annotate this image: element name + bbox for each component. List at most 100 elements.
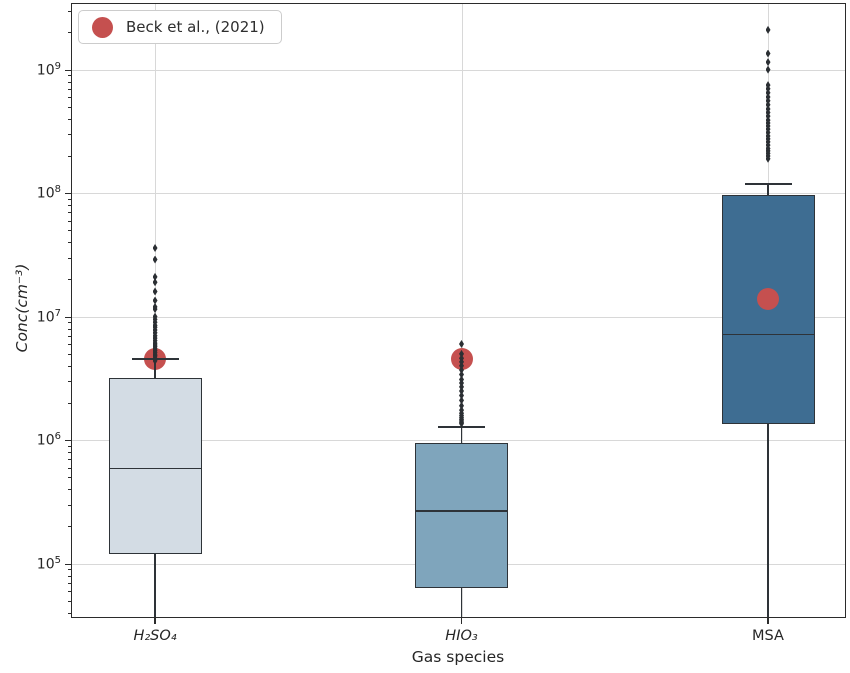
y-gridline [72,193,845,195]
y-minor-tick [68,381,72,383]
outlier-flier [459,401,464,410]
y-minor-tick [68,242,72,244]
median-line [721,333,815,336]
y-minor-tick [68,10,72,12]
y-minor-tick [68,322,72,324]
outlier-flier [459,391,464,400]
x-tick [460,618,463,624]
outlier-flier [152,287,158,296]
outlier-flier [152,305,158,314]
outlier-flier [459,370,464,379]
outlier-flier [765,49,771,58]
y-minor-tick [68,212,72,214]
legend-circle-marker-icon [92,16,113,38]
x-tick [767,618,769,624]
lower-whisker [767,424,769,617]
outlier-flier [459,387,464,395]
x-tick-label-3: MSA [752,628,784,644]
y-tick-label: 106 [36,430,61,449]
outlier-flier [152,255,158,264]
outlier-flier [765,88,771,97]
y-minor-tick [68,81,72,83]
y-minor-tick [68,504,72,506]
x-tick-label-2: HIO₃ [445,628,478,644]
median-line [108,467,202,470]
outlier-flier [765,65,771,74]
outlier-flier [459,361,464,370]
y-minor-tick [68,575,72,577]
y-minor-tick [68,526,72,528]
y-tick-label: 109 [36,60,61,79]
y-minor-tick [68,445,72,447]
y-minor-tick [68,32,72,34]
upper-whisker-cap [744,183,792,186]
x-axis-label: Gas species [411,648,505,666]
legend: Beck et al., (2021) [78,10,282,44]
y-major-tick [65,69,72,71]
y-minor-tick [68,365,72,367]
y-minor-tick [68,452,72,454]
median-line [415,510,508,513]
y-minor-tick [68,569,72,571]
y-minor-tick [68,155,72,157]
y-minor-tick [68,477,72,479]
outlier-flier [459,340,464,349]
y-gridline [72,440,845,442]
y-minor-tick [68,600,72,602]
y-minor-tick [68,489,72,491]
lower-whisker [154,553,156,617]
y-major-tick [65,440,72,442]
y-minor-tick [68,402,72,404]
y-minor-tick [68,220,72,222]
y-axis-label: Conc(cm⁻³) [13,263,31,353]
y-minor-tick [68,97,72,99]
outlier-flier [459,382,464,391]
box-1 [108,377,202,554]
y-minor-tick [68,582,72,584]
box-2 [415,442,508,589]
outlier-flier [459,396,464,405]
y-minor-tick [68,88,72,90]
y-minor-tick [68,467,72,469]
outlier-flier [152,356,158,365]
y-minor-tick [68,257,72,259]
y-minor-tick [68,344,72,346]
y-minor-tick [68,279,72,281]
y-minor-tick [68,353,72,355]
x-gridline [461,4,463,617]
legend-label: Beck et al., (2021) [126,18,265,36]
outlier-flier [459,349,464,358]
upper-whisker [767,183,769,196]
outlier-flier [152,296,158,305]
y-minor-tick [68,75,72,77]
x-tick [154,618,156,624]
y-minor-tick [68,134,72,136]
beck-reference-dot [757,287,779,310]
outlier-flier [765,154,771,163]
y-minor-tick [68,205,72,207]
y-minor-tick [68,106,72,108]
outlier-flier [765,25,771,34]
outlier-flier [459,419,464,428]
upper-whisker [460,426,463,443]
outlier-flier [152,278,158,287]
lower-whisker [460,588,463,617]
outlier-flier [459,365,464,374]
y-major-tick [65,563,72,565]
y-minor-tick [68,230,72,232]
x-tick-label-1: H₂SO₄ [133,628,177,644]
outlier-flier [765,58,771,67]
y-major-tick [65,193,72,195]
y-minor-tick [68,591,72,593]
box-3 [721,195,815,425]
upper-whisker [154,358,156,378]
y-minor-tick [68,198,72,200]
y-tick-label: 108 [36,183,61,202]
y-minor-tick [68,328,72,330]
outlier-flier [152,272,158,281]
outlier-flier [152,243,158,252]
y-minor-tick [68,459,72,461]
y-major-tick [65,316,72,318]
y-tick-label: 107 [36,307,61,326]
